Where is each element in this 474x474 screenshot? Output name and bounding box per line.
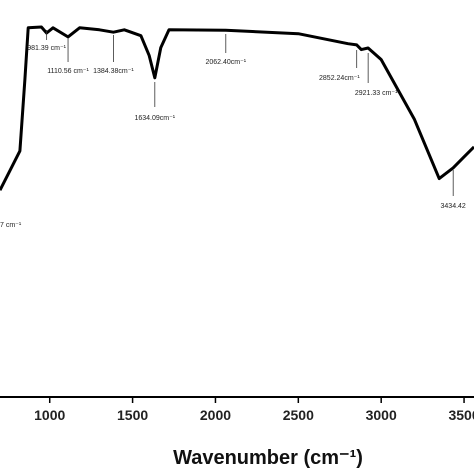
annotation: 2921.33 cm⁻¹ <box>355 90 398 97</box>
x-axis-label: Wavenumber (cm⁻¹) <box>173 447 363 469</box>
x-tick-label: 3500 <box>448 407 474 423</box>
annotation: 981.39 cm⁻¹ <box>27 45 66 52</box>
annotation: 3434.42 <box>441 203 466 210</box>
x-tick-label: 2000 <box>200 407 231 423</box>
x-tick-label: 2500 <box>283 407 314 423</box>
annotation: 1384.38cm⁻¹ <box>93 68 134 75</box>
x-tick-label: 3000 <box>366 407 397 423</box>
x-tick-label: 1500 <box>117 407 148 423</box>
x-tick-label: 1000 <box>34 407 65 423</box>
annotation: 7 cm⁻¹ <box>0 222 22 229</box>
annotation: 1110.56 cm⁻¹ <box>47 68 89 75</box>
spectrum-line <box>0 25 474 191</box>
annotation: 1634.09cm⁻¹ <box>134 115 175 122</box>
annotation: 2062.40cm⁻¹ <box>205 59 246 66</box>
annotation: 2852.24cm⁻¹ <box>319 75 360 82</box>
